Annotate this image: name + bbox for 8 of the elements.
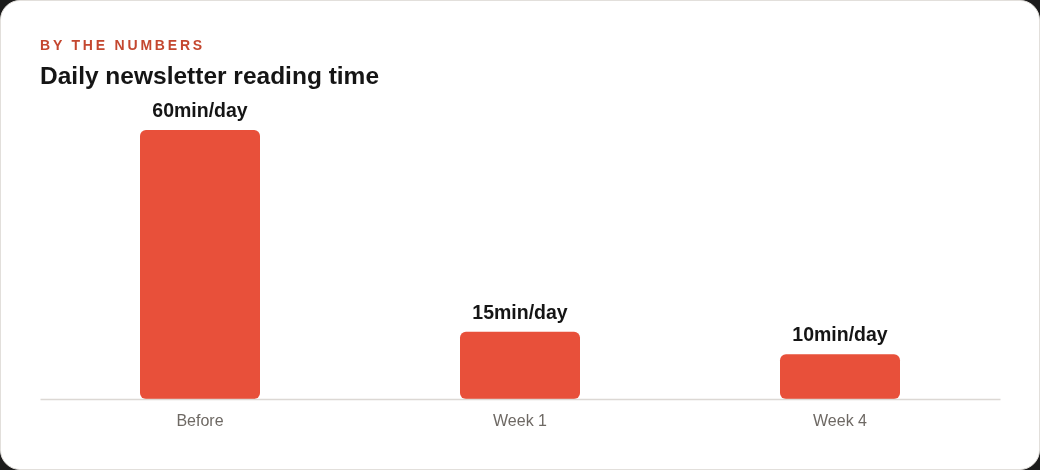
data-label: 60min/day xyxy=(152,99,248,121)
chart-subtitle: BY THE NUMBERS xyxy=(40,37,205,53)
chart-title: Daily newsletter reading time xyxy=(40,62,380,89)
data-label: 10min/day xyxy=(792,323,888,346)
x-tick-label: Before xyxy=(176,412,224,430)
x-tick-label: Week 1 xyxy=(493,412,548,430)
x-tick-label: Week 4 xyxy=(813,412,868,430)
data-label: 15min/day xyxy=(472,300,568,323)
